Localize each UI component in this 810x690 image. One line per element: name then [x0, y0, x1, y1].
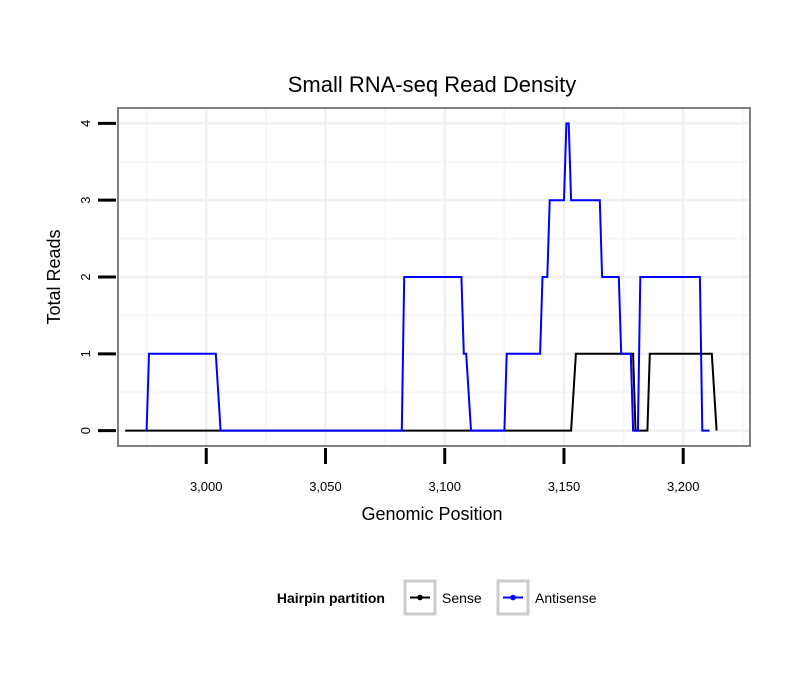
x-axis: 3,000 3,050 3,100 3,150 3,200: [190, 448, 700, 494]
x-tick-label: 3,100: [428, 479, 461, 494]
legend-key-point: [510, 594, 516, 601]
series-layer: [125, 122, 718, 432]
x-axis-title: Genomic Position: [361, 504, 502, 524]
y-axis: 0 1 2 3 4: [78, 120, 116, 434]
legend-title: Hairpin partition: [277, 590, 385, 606]
y-tick-label: 4: [78, 120, 93, 127]
plot-frame: [117, 107, 751, 447]
legend-label: Antisense: [535, 590, 597, 606]
legend-entry-sense: Sense: [403, 579, 482, 616]
y-tick-label: 1: [78, 350, 93, 357]
series-line-antisense: [145, 122, 710, 432]
legend-entry-antisense: Antisense: [496, 579, 597, 616]
legend-entries: Sense Antisense: [403, 579, 597, 616]
x-tick-label: 3,000: [190, 479, 223, 494]
legend: Hairpin partition Sense Antisense: [277, 579, 597, 616]
y-tick-label: 0: [78, 427, 93, 434]
chart-title: Small RNA-seq Read Density: [288, 72, 577, 97]
x-tick-label: 3,050: [309, 479, 342, 494]
y-tick-label: 2: [78, 273, 93, 280]
x-tick-label: 3,150: [548, 479, 581, 494]
x-tick-label: 3,200: [667, 479, 700, 494]
legend-label: Sense: [442, 590, 482, 606]
y-tick-label: 3: [78, 197, 93, 204]
legend-key-point: [417, 594, 423, 601]
y-axis-title: Total Reads: [44, 229, 64, 324]
